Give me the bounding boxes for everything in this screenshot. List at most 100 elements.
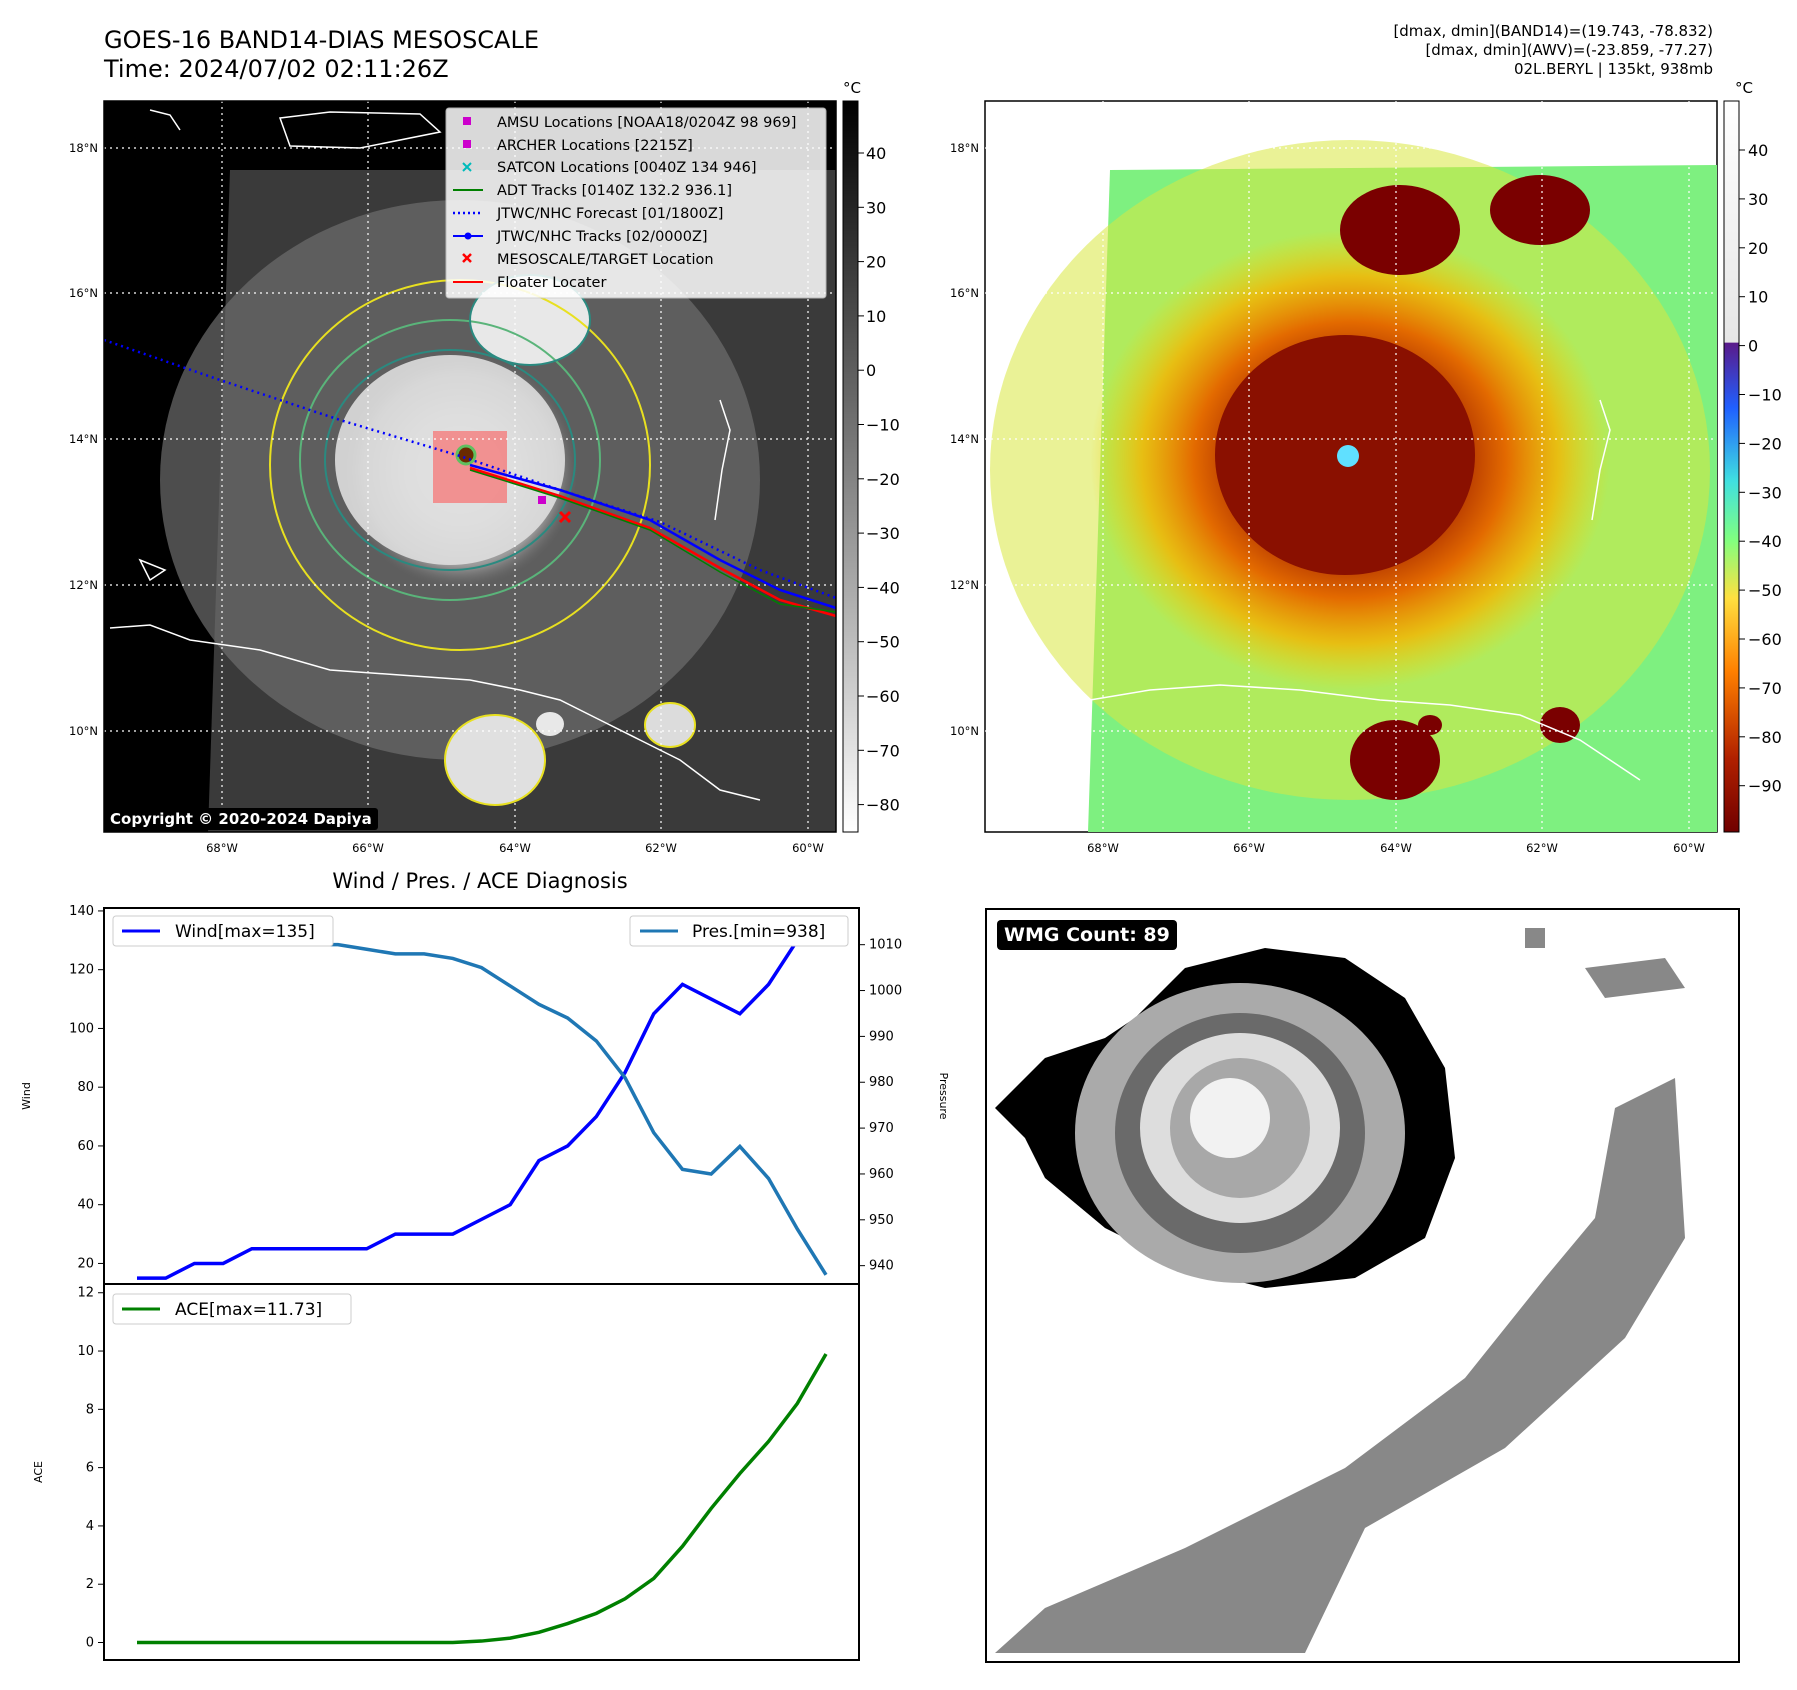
wv-colorbar-tick: −80: [1748, 728, 1782, 747]
lat-label: 12°N: [950, 578, 979, 592]
figure-title: GOES-16 BAND14-DIAS MESOSCALE Time: 2024…: [104, 26, 539, 84]
wind-axis-label: Wind: [20, 1082, 33, 1110]
wv-colorbar-tick: −20: [1748, 434, 1782, 453]
wv-colorbar: °C 40 30 20 10 0 −10 −20 −30 −40 −50 −60 −70 −80 −90: [1723, 79, 1782, 833]
lon-label: 68°W: [206, 841, 238, 855]
ace-tick-label: 4: [86, 1519, 94, 1534]
wmg-count-label: WMG Count: 89: [997, 920, 1177, 950]
wv-colorbar-tick: −60: [1748, 630, 1782, 649]
lon-label: 60°W: [1673, 841, 1705, 855]
wv-colorbar-tick: 10: [1748, 288, 1768, 307]
ace-panel: [103, 1283, 860, 1661]
title-line-1: GOES-16 BAND14-DIAS MESOSCALE: [104, 26, 540, 54]
ir-colorbar-tick: −30: [866, 524, 900, 543]
ir-colorbar-tick: −10: [866, 416, 900, 435]
lon-label: 64°W: [499, 841, 531, 855]
ir-colorbar-tick: −20: [866, 470, 900, 489]
wv-colorbar-tick: 40: [1748, 141, 1768, 160]
lat-label: 10°N: [950, 724, 979, 738]
legend-label-forecast: JTWC/NHC Forecast [01/1800Z]: [496, 206, 723, 222]
ace-axis-label: ACE: [32, 1461, 45, 1483]
floater-box: [433, 431, 507, 503]
legend-marker-amsu: [463, 117, 471, 125]
top-maps: AMSU Locations [NOAA18/0204Z 98 969] ARC…: [69, 79, 1782, 855]
lat-label: 16°N: [69, 286, 98, 300]
map-legend: AMSU Locations [NOAA18/0204Z 98 969] ARC…: [445, 107, 827, 299]
pressure-axis-label: Pressure: [937, 1073, 950, 1120]
lon-label: 68°W: [1087, 841, 1119, 855]
legend-label-floater: Floater Locater: [497, 275, 606, 291]
ace-series-line: [137, 1353, 828, 1645]
wind-tick-label: 60: [77, 1139, 94, 1154]
legend-label-satcon: SATCON Locations [0040Z 134 946]: [497, 160, 756, 176]
lat-label: 18°N: [69, 141, 98, 155]
legend-label-archer: ARCHER Locations [2215Z]: [497, 138, 693, 154]
wind-tick-label: 20: [77, 1256, 94, 1271]
pressure-tick-label: 960: [869, 1167, 894, 1182]
wind-tick-label: 100: [69, 1021, 94, 1036]
wind-series-line: [137, 924, 827, 1280]
legend-label-amsu: AMSU Locations [NOAA18/0204Z 98 969]: [497, 115, 796, 131]
legend-label-tracks: JTWC/NHC Tracks [02/0000Z]: [496, 229, 708, 245]
ir-colorbar-tick: 20: [866, 253, 886, 272]
wind-tick-label: 40: [77, 1198, 94, 1213]
pressure-tick-label: 980: [869, 1075, 894, 1090]
pressure-tick-label: 950: [869, 1213, 894, 1228]
ir-colorbar-tick: −80: [866, 796, 900, 815]
ace-legend: ACE[max=11.73]: [112, 1293, 352, 1325]
title-line-2: Time: 2024/07/02 02:11:26Z: [104, 55, 449, 83]
legend-marker-target: [462, 253, 472, 263]
lon-label: 64°W: [1380, 841, 1412, 855]
wind-tick-label: 140: [69, 904, 94, 919]
info-line-2: [dmax, dmin](AWV)=(-23.859, -77.27): [1425, 41, 1713, 59]
pressure-tick-label: 990: [869, 1029, 894, 1044]
lat-label: 16°N: [950, 286, 979, 300]
ir-map-panel: [103, 100, 837, 833]
diagnosis-title: Wind / Pres. / ACE Diagnosis: [332, 869, 627, 893]
legend-label-adt: ADT Tracks [0140Z 132.2 936.1]: [497, 183, 732, 199]
lat-label: 14°N: [69, 432, 98, 446]
copyright: Copyright © 2020-2024 Dapiya: [104, 808, 378, 830]
ace-tick-label: 12: [77, 1286, 94, 1301]
pressure-tick-label: 940: [869, 1259, 894, 1274]
pressure-tick-label: 1010: [869, 938, 902, 953]
lat-label: 12°N: [69, 578, 98, 592]
ir-colorbar-tick: 30: [866, 198, 886, 217]
ir-colorbar-tick: −50: [866, 633, 900, 652]
wv-map-panel: [984, 100, 1718, 833]
wind-legend: Wind[max=135]: [112, 915, 334, 947]
ace-tick-label: 2: [86, 1577, 94, 1592]
wv-colorbar-tick: 0: [1748, 337, 1758, 356]
wind-tick-label: 120: [69, 963, 94, 978]
wv-colorbar-tick: −90: [1748, 777, 1782, 796]
legend-marker-satcon: [462, 162, 472, 172]
lon-label: 62°W: [1526, 841, 1558, 855]
lat-label: 14°N: [950, 432, 979, 446]
ace-legend-label: ACE[max=11.73]: [175, 1300, 322, 1320]
ir-colorbar-tick: −40: [866, 578, 900, 597]
ir-colorbar-tick: 40: [866, 144, 886, 163]
wind-tick-label: 80: [77, 1080, 94, 1095]
wind-legend-label: Wind[max=135]: [175, 922, 315, 942]
eye: [1337, 445, 1359, 467]
lat-label: 10°N: [69, 724, 98, 738]
lat-label: 18°N: [950, 141, 979, 155]
lon-label: 66°W: [1233, 841, 1265, 855]
wind-pres-panel: [103, 907, 860, 1285]
pres-legend: Pres.[min=938]: [629, 915, 849, 947]
legend-marker-archer: [463, 140, 471, 148]
legend-label-target: MESOSCALE/TARGET Location: [497, 252, 714, 268]
diagnosis-charts: Wind / Pres. / ACE Diagnosis Wind Pressu…: [20, 869, 950, 1661]
wv-colorbar-tick: −40: [1748, 532, 1782, 551]
wv-colorbar-tick: −70: [1748, 679, 1782, 698]
storm-info: [dmax, dmin](BAND14)=(19.743, -78.832) […: [1393, 22, 1713, 79]
pres-legend-label: Pres.[min=938]: [692, 922, 825, 942]
ir-colorbar-tick: −60: [866, 687, 900, 706]
pressure-tick-label: 1000: [869, 984, 902, 999]
wv-colorbar-unit: °C: [1735, 79, 1753, 97]
ace-tick-label: 0: [86, 1636, 94, 1651]
lon-label: 60°W: [792, 841, 824, 855]
wmg-panel: [985, 908, 1740, 1663]
ace-tick-label: 10: [77, 1344, 94, 1359]
wv-colorbar-tick: −10: [1748, 386, 1782, 405]
